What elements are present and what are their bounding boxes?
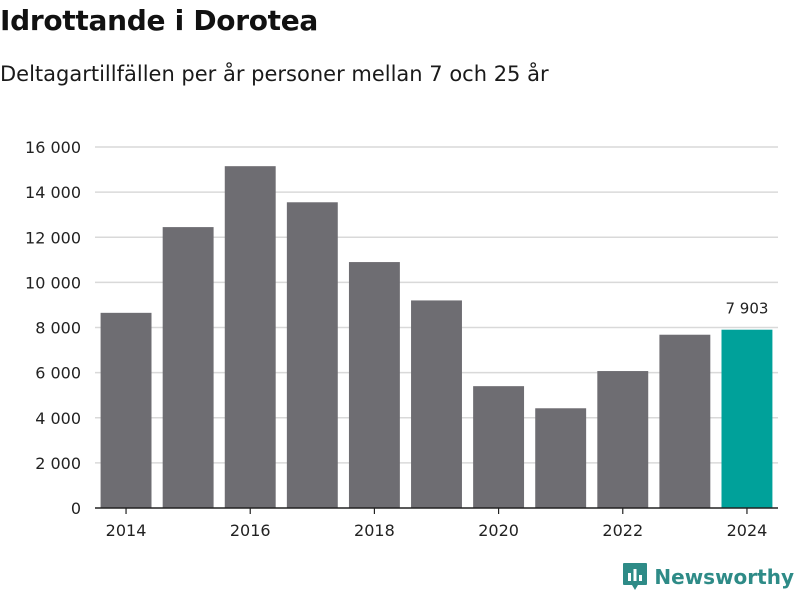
brand-name: Newsworthy (654, 565, 794, 589)
y-tick-label: 16 000 (25, 138, 81, 157)
bar-2017 (286, 202, 338, 508)
x-tick-label: 2014 (106, 521, 147, 540)
x-tick-label: 2018 (354, 521, 395, 540)
y-tick-label: 10 000 (25, 273, 81, 292)
chart-title: Idrottande i Dorotea (0, 4, 319, 37)
bar-2015 (162, 227, 214, 509)
y-tick-label: 0 (71, 499, 81, 518)
bar-2020 (473, 386, 525, 508)
brand-logo: Newsworthy (622, 562, 794, 592)
bar-2024 (721, 329, 773, 508)
x-tick-label: 2022 (602, 521, 643, 540)
bar-2014 (100, 312, 152, 508)
bar-2018 (348, 262, 400, 508)
bar-2022 (597, 371, 649, 508)
y-tick-label: 4 000 (35, 409, 81, 428)
y-tick-label: 14 000 (25, 183, 81, 202)
bar-2021 (535, 408, 587, 508)
x-tick-label: 2020 (478, 521, 519, 540)
bar-2016 (224, 166, 276, 508)
x-tick-label: 2024 (727, 521, 768, 540)
chart-subtitle: Deltagartillfällen per år personer mella… (0, 62, 549, 86)
y-tick-label: 12 000 (25, 228, 81, 247)
y-tick-label: 8 000 (35, 319, 81, 338)
y-tick-label: 6 000 (35, 364, 81, 383)
y-tick-label: 2 000 (35, 454, 81, 473)
x-tick-label: 2016 (230, 521, 271, 540)
bar-2019 (411, 300, 462, 508)
data-label: 7 903 (725, 300, 768, 318)
newsworthy-icon (623, 563, 648, 590)
bar-2023 (659, 334, 711, 508)
